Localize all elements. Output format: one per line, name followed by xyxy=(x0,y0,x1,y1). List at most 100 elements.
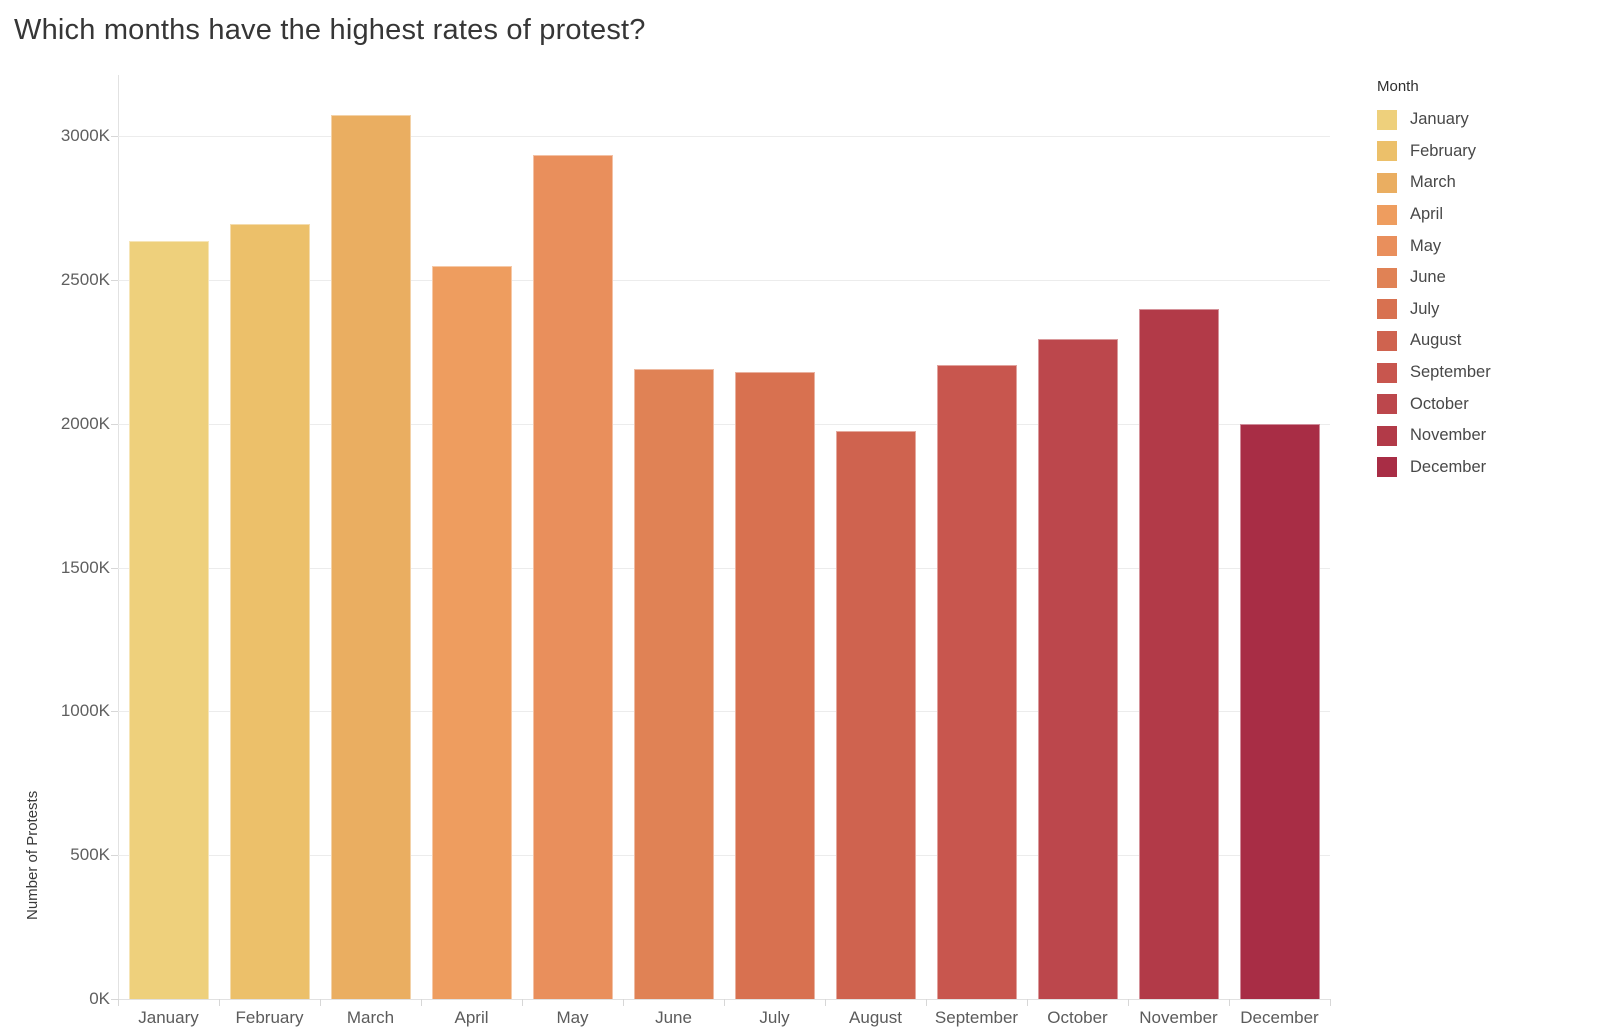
legend-swatch-february xyxy=(1377,141,1397,162)
bar-march[interactable] xyxy=(330,114,411,999)
legend-item-february[interactable]: February xyxy=(1377,136,1587,168)
legend-label-august: August xyxy=(1410,331,1462,350)
legend-swatch-april xyxy=(1377,204,1397,225)
gridline-1500K xyxy=(118,567,1330,569)
y-tick-mark xyxy=(111,855,118,857)
legend-item-march[interactable]: March xyxy=(1377,167,1587,199)
x-tick-mark xyxy=(926,999,927,1006)
legend-item-december[interactable]: December xyxy=(1377,452,1587,484)
x-axis-label-march: March xyxy=(346,1008,395,1027)
x-tick-mark xyxy=(219,999,220,1006)
chart-title: Which months have the highest rates of p… xyxy=(14,14,646,46)
bar-september[interactable] xyxy=(936,364,1017,999)
legend-label-february: February xyxy=(1410,141,1477,160)
legend-label-april: April xyxy=(1410,205,1444,224)
x-axis-label-august: August xyxy=(849,1008,902,1027)
legend-title: Month xyxy=(1377,78,1419,95)
legend-item-august[interactable]: August xyxy=(1377,325,1587,357)
y-tick-label-0K: 0K xyxy=(89,989,110,1008)
x-axis-label-may: May xyxy=(556,1008,589,1027)
legend-item-july[interactable]: July xyxy=(1377,294,1587,326)
bar-april[interactable] xyxy=(431,265,512,999)
x-axis-label-november: November xyxy=(1139,1008,1218,1027)
x-tick-mark xyxy=(522,999,523,1006)
gridline-500K xyxy=(118,855,1330,857)
y-tick-mark xyxy=(111,136,118,138)
bars-container xyxy=(118,75,1330,999)
y-tick-label-1000K: 1000K xyxy=(60,701,110,721)
x-axis-label-june: June xyxy=(655,1008,692,1027)
y-tick-mark xyxy=(111,567,118,569)
x-tick-mark xyxy=(1027,999,1028,1006)
bar-november[interactable] xyxy=(1138,308,1219,999)
x-axis-label-february: February xyxy=(235,1008,304,1027)
legend: Month January February March April May June Ju… xyxy=(1377,78,1587,483)
bar-october[interactable] xyxy=(1037,339,1118,999)
legend-swatch-december xyxy=(1377,457,1397,478)
legend-item-november[interactable]: November xyxy=(1377,420,1587,452)
legend-label-march: March xyxy=(1410,173,1456,192)
plot-area xyxy=(118,75,1330,1000)
legend-swatch-january xyxy=(1377,109,1397,130)
legend-item-october[interactable]: October xyxy=(1377,388,1587,420)
bar-december[interactable] xyxy=(1239,423,1320,999)
legend-item-may[interactable]: May xyxy=(1377,230,1587,262)
bar-june[interactable] xyxy=(633,369,714,999)
x-axis-label-september: September xyxy=(934,1008,1019,1027)
legend-swatch-may xyxy=(1377,236,1397,257)
x-tick-mark xyxy=(421,999,422,1006)
x-axis-label-july: July xyxy=(759,1008,790,1027)
legend-swatch-october xyxy=(1377,394,1397,415)
gridline-3000K xyxy=(118,136,1330,138)
x-tick-mark xyxy=(118,999,119,1006)
y-axis-line xyxy=(118,75,119,999)
x-tick-mark xyxy=(724,999,725,1006)
legend-label-december: December xyxy=(1410,457,1487,476)
y-tick-label-2500K: 2500K xyxy=(60,270,110,290)
legend-label-june: June xyxy=(1410,268,1446,287)
bar-july[interactable] xyxy=(734,372,815,999)
legend-item-april[interactable]: April xyxy=(1377,199,1587,231)
legend-swatch-november xyxy=(1377,425,1397,446)
legend-label-october: October xyxy=(1410,394,1469,413)
legend-label-may: May xyxy=(1410,236,1442,255)
bar-may[interactable] xyxy=(532,154,613,999)
y-tick-label-500K: 500K xyxy=(70,845,110,865)
bar-january[interactable] xyxy=(128,241,209,999)
x-axis-label-april: April xyxy=(454,1008,489,1027)
gridline-2500K xyxy=(118,280,1330,282)
legend-swatch-september xyxy=(1377,362,1397,383)
y-tick-mark xyxy=(111,280,118,282)
y-axis-title-wrap: Number of Protests xyxy=(18,390,41,920)
x-axis-label-january: January xyxy=(138,1008,199,1027)
legend-label-september: September xyxy=(1410,363,1491,382)
y-tick-label-3000K: 3000K xyxy=(60,126,110,146)
legend-item-january[interactable]: January xyxy=(1377,104,1587,136)
bar-august[interactable] xyxy=(835,431,916,999)
x-tick-mark xyxy=(623,999,624,1006)
legend-swatch-august xyxy=(1377,330,1397,351)
gridline-2000K xyxy=(118,423,1330,425)
legend-swatch-july xyxy=(1377,299,1397,320)
y-tick-mark xyxy=(111,711,118,713)
y-tick-label-1500K: 1500K xyxy=(60,557,110,577)
legend-label-november: November xyxy=(1410,426,1487,445)
legend-swatch-march xyxy=(1377,172,1397,193)
x-axis-label-december: December xyxy=(1240,1008,1319,1027)
x-tick-mark xyxy=(1330,999,1331,1006)
y-tick-label-2000K: 2000K xyxy=(60,413,110,433)
legend-label-january: January xyxy=(1410,110,1469,129)
legend-items: January February March April May June July Augu… xyxy=(1377,104,1587,483)
x-tick-mark xyxy=(1128,999,1129,1006)
legend-item-june[interactable]: June xyxy=(1377,262,1587,294)
x-tick-mark xyxy=(825,999,826,1006)
legend-swatch-june xyxy=(1377,267,1397,288)
legend-label-july: July xyxy=(1410,299,1440,318)
x-tick-mark xyxy=(1229,999,1230,1006)
x-axis-label-october: October xyxy=(1047,1008,1108,1027)
bar-february[interactable] xyxy=(229,223,310,999)
x-tick-mark xyxy=(320,999,321,1006)
legend-item-september[interactable]: September xyxy=(1377,357,1587,389)
y-tick-mark xyxy=(111,423,118,425)
